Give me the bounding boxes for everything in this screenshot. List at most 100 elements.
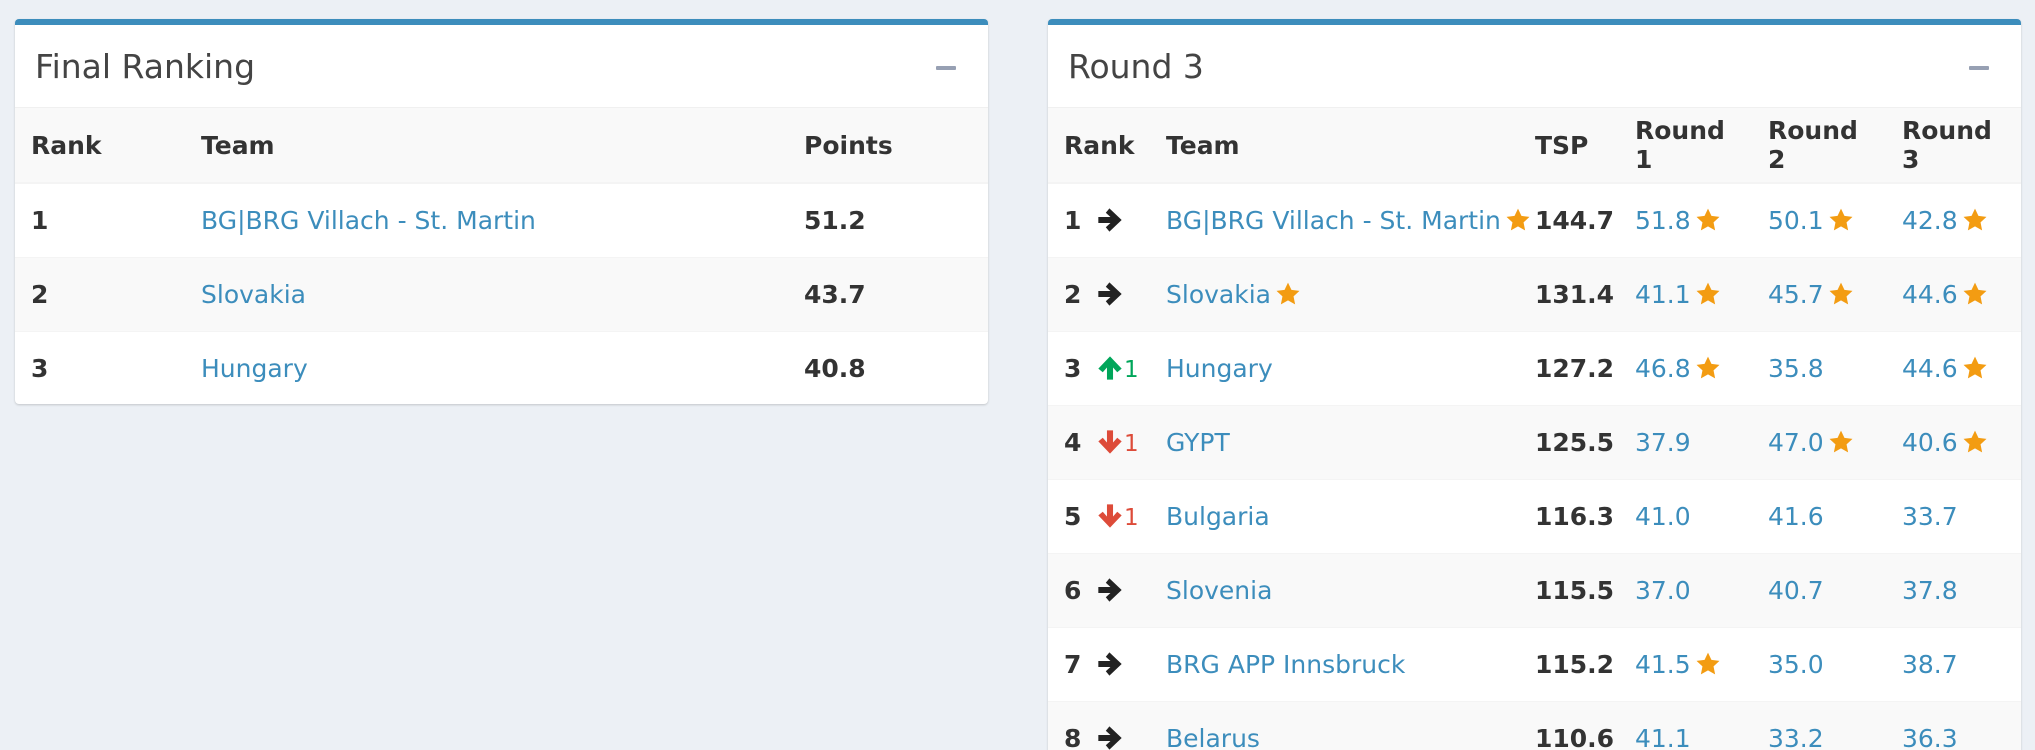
rank-cell: 1 [1048,182,1150,257]
rank-value: 1 [1064,205,1082,235]
score-link[interactable]: 35.0 [1768,649,1824,679]
score-link[interactable]: 40.6 [1902,427,1958,457]
star-icon [1963,282,1987,304]
round-3-cell: 37.8 [1886,552,2021,627]
tsp-cell: 116.3 [1519,478,1619,553]
team-link[interactable]: Slovakia [201,279,306,309]
column-header-team: Team [185,108,788,184]
tsp-cell: 144.7 [1519,182,1619,257]
team-cell: Hungary [185,330,788,404]
arrow-right-icon [1098,281,1122,306]
score-link[interactable]: 36.3 [1902,723,1958,750]
column-header-team: Team [1150,108,1519,184]
star-icon [1829,282,1853,304]
score-link[interactable]: 41.6 [1768,501,1824,531]
rank-cell: 8 [1048,700,1150,750]
team-link[interactable]: Slovenia [1166,575,1273,605]
tsp-cell: 115.2 [1519,626,1619,701]
round-1-cell: 37.0 [1619,552,1752,627]
rank-change: 1 [1124,356,1139,383]
score-link[interactable]: 51.8 [1635,205,1691,235]
score-link[interactable]: 38.7 [1902,649,1958,679]
team-link[interactable]: BRG APP Innsbruck [1166,649,1406,679]
arrow-down-icon [1098,429,1122,454]
panel-header: Round 3 [1048,25,2021,108]
points-cell: 43.7 [788,256,988,331]
score-link[interactable]: 37.9 [1635,427,1691,457]
team-link[interactable]: GYPT [1166,427,1230,457]
score-link[interactable]: 41.1 [1635,279,1691,309]
round-3-cell: 36.3 [1886,700,2021,750]
column-header-points: Points [788,108,988,184]
collapse-minus-icon[interactable] [1969,66,1989,70]
score-link[interactable]: 46.8 [1635,353,1691,383]
rank-cell: 2 [1048,256,1150,331]
star-icon [1963,356,1987,378]
tsp-cell: 115.5 [1519,552,1619,627]
points-cell: 51.2 [788,182,988,257]
collapse-minus-icon[interactable] [936,66,956,70]
star-icon [1963,430,1987,452]
rank-value: 5 [1064,501,1082,531]
score-link[interactable]: 37.0 [1635,575,1691,605]
column-header-rank: Rank [1048,108,1150,184]
score-link[interactable]: 50.1 [1768,205,1824,235]
round-3-cell: 38.7 [1886,626,2021,701]
round-2-cell: 40.7 [1752,552,1886,627]
rank-cell: 7 [1048,626,1150,701]
team-link[interactable]: Belarus [1166,723,1260,750]
final-ranking-panel: Final Ranking Rank Team Points 1 BG|BRG V… [15,19,988,404]
score-link[interactable]: 41.1 [1635,723,1691,750]
score-link[interactable]: 33.7 [1902,501,1958,531]
team-link[interactable]: Bulgaria [1166,501,1270,531]
tsp-cell: 131.4 [1519,256,1619,331]
score-link[interactable]: 45.7 [1768,279,1824,309]
panel-title: Round 3 [1068,47,1204,86]
round-1-cell: 41.1 [1619,256,1752,331]
round-2-cell: 45.7 [1752,256,1886,331]
table-row: 1 BG|BRG Villach - St. Martin 51.2 [15,182,988,257]
table-row: 3 Hungary 40.8 [15,330,988,404]
score-link[interactable]: 35.8 [1768,353,1824,383]
round-1-cell: 41.0 [1619,478,1752,553]
rank-value: 8 [1064,723,1082,750]
score-link[interactable]: 41.5 [1635,649,1691,679]
points-cell: 40.8 [788,330,988,404]
column-header-round-3: Round 3 [1886,108,2021,184]
team-link[interactable]: Hungary [1166,353,1273,383]
score-link[interactable]: 37.8 [1902,575,1958,605]
team-link[interactable]: BG|BRG Villach - St. Martin [201,205,536,235]
team-cell: Bulgaria [1150,478,1519,553]
team-link[interactable]: Slovakia [1166,279,1271,309]
score-link[interactable]: 41.0 [1635,501,1691,531]
tsp-cell: 125.5 [1519,404,1619,479]
final-ranking-table: Rank Team Points 1 BG|BRG Villach - St. M… [15,108,988,404]
panel-title: Final Ranking [35,47,256,86]
rank-cell: 2 [15,256,185,331]
rank-value: 6 [1064,575,1082,605]
tsp-cell: 110.6 [1519,700,1619,750]
score-link[interactable]: 40.7 [1768,575,1824,605]
star-icon [1696,208,1720,231]
star-icon [1829,430,1853,452]
round-2-cell: 50.1 [1752,182,1886,257]
score-link[interactable]: 47.0 [1768,427,1824,457]
table-row: 7 BRG APP Innsbruck 115.2 41.5 35.0 38.7 [1048,626,2021,701]
score-link[interactable]: 33.2 [1768,723,1824,750]
score-link[interactable]: 42.8 [1902,205,1958,235]
score-link[interactable]: 44.6 [1902,279,1958,309]
arrow-down-icon [1098,503,1122,528]
round-3-cell: 44.6 [1886,256,2021,331]
round-3-cell: 44.6 [1886,330,2021,405]
team-link[interactable]: Hungary [201,353,308,383]
table-row: 2 Slovakia 43.7 [15,256,988,331]
team-link[interactable]: BG|BRG Villach - St. Martin [1166,205,1501,235]
arrow-up-icon [1098,355,1122,380]
score-link[interactable]: 44.6 [1902,353,1958,383]
round-3-cell: 42.8 [1886,182,2021,257]
round-1-cell: 46.8 [1619,330,1752,405]
team-cell: BG|BRG Villach - St. Martin [1150,182,1530,257]
round-2-cell: 35.0 [1752,626,1886,701]
team-cell: Belarus [1150,700,1519,750]
